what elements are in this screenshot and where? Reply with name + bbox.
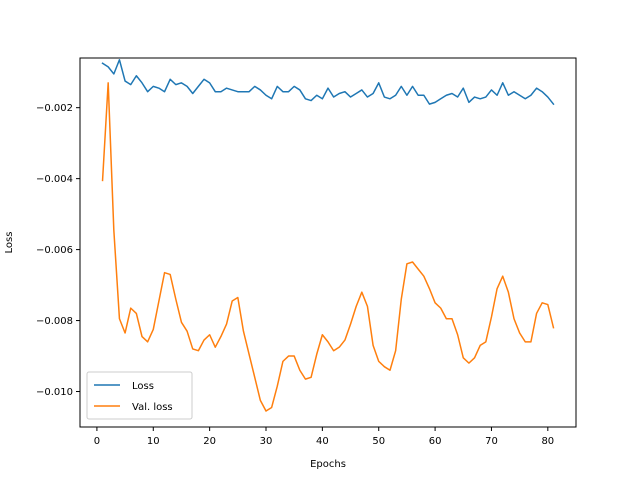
x-axis: 0 10 20 30 40 50 60 70 80 — [94, 427, 554, 447]
x-tick-label: 20 — [203, 436, 216, 447]
x-tick-label: 30 — [260, 436, 273, 447]
x-tick-label: 80 — [541, 436, 554, 447]
legend-box — [86, 371, 193, 420]
y-tick-label: −0.004 — [36, 174, 73, 185]
y-axis-label: Loss — [4, 232, 15, 254]
x-tick-label: 40 — [316, 436, 329, 447]
legend: Loss Val. loss — [86, 371, 193, 420]
series-lines — [101, 59, 555, 412]
legend-label-loss: Loss — [132, 381, 154, 392]
x-tick-label: 10 — [147, 436, 160, 447]
x-axis-label: Epochs — [310, 459, 346, 470]
y-axis: −0.010 −0.008 −0.006 −0.004 −0.002 — [36, 103, 80, 398]
y-tick-label: −0.006 — [36, 245, 73, 256]
y-tick-label: −0.010 — [36, 387, 73, 398]
series-line-loss — [101, 59, 555, 106]
axes-frame — [79, 57, 577, 428]
x-tick-label: 60 — [429, 436, 442, 447]
legend-label-val-loss: Val. loss — [132, 402, 173, 413]
series-line-val-loss — [101, 82, 555, 412]
y-tick-label: −0.008 — [36, 316, 73, 327]
x-tick-label: 50 — [372, 436, 385, 447]
x-tick-label: 70 — [485, 436, 498, 447]
x-tick-label: 0 — [94, 436, 100, 447]
y-tick-label: −0.002 — [36, 103, 73, 114]
